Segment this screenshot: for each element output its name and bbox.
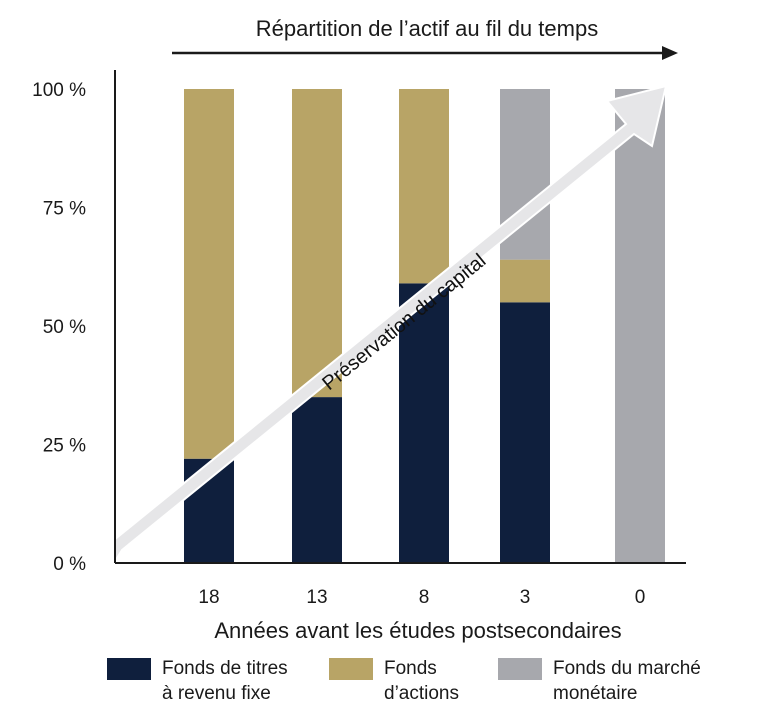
x-axis-label: Années avant les études postsecondaires [214, 618, 621, 643]
legend-swatch [107, 658, 151, 680]
legend-label: Fonds du marché monétaire [553, 658, 701, 704]
time-arrow-head-icon [662, 46, 678, 60]
chart-title: Répartition de l’actif au fil du temps [256, 16, 598, 41]
x-tick-label: 18 [198, 587, 219, 608]
legend: Fonds de titres à revenu fixe Fonds d’actio… [107, 658, 701, 704]
x-ticks: 18 13 8 3 0 [198, 587, 645, 608]
bar-segment-3-series-0 [500, 302, 550, 563]
x-tick-label: 0 [635, 587, 646, 608]
bar-segment-8-series-1 [399, 89, 449, 284]
bar-segment-18-series-1 [184, 89, 234, 459]
x-tick-label: 8 [419, 587, 430, 608]
y-tick-label: 50 % [43, 317, 86, 338]
bar-segment-0-series-2 [615, 89, 665, 563]
legend-label: Fonds d’actions [384, 658, 459, 704]
legend-swatch [329, 658, 373, 680]
bars-group [184, 89, 665, 563]
y-ticks: 0 % 25 % 50 % 75 % 100 % [32, 80, 86, 575]
capital-arrow-shape [113, 84, 668, 567]
y-tick-label: 25 % [43, 436, 86, 457]
bar-segment-8-series-0 [399, 283, 449, 563]
legend-label: Fonds de titres à revenu fixe [162, 658, 288, 704]
x-tick-label: 13 [306, 587, 327, 608]
y-tick-label: 75 % [43, 199, 86, 220]
y-tick-label: 0 % [53, 554, 86, 575]
legend-swatch [498, 658, 542, 680]
bar-segment-13-series-0 [292, 397, 342, 563]
bar-segment-3-series-1 [500, 259, 550, 303]
x-tick-label: 3 [520, 587, 531, 608]
bar-segment-13-series-1 [292, 89, 342, 398]
y-tick-label: 100 % [32, 80, 86, 101]
